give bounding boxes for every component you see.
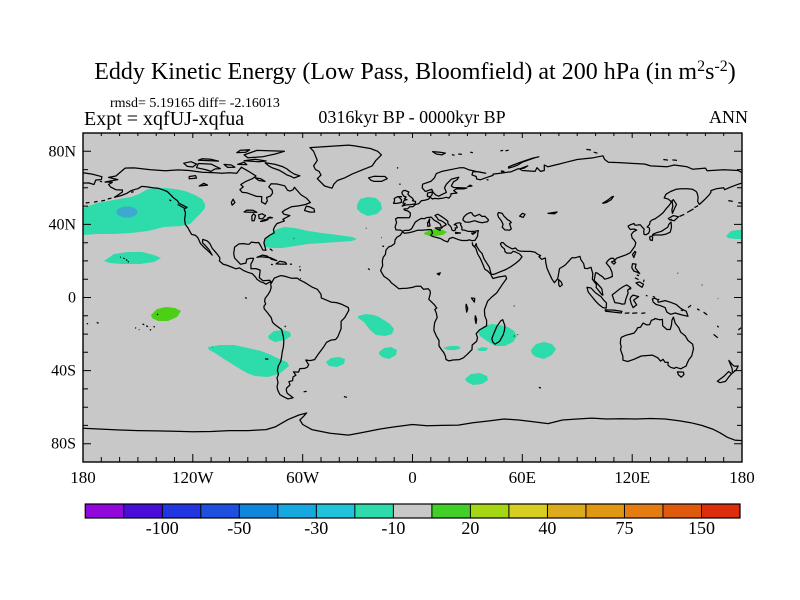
svg-text:40S: 40S [51, 363, 76, 380]
svg-text:0316kyr BP - 0000kyr BP: 0316kyr BP - 0000kyr BP [318, 107, 505, 127]
svg-text:-50: -50 [227, 518, 251, 538]
svg-text:80S: 80S [51, 436, 76, 453]
svg-text:0: 0 [68, 290, 76, 307]
svg-text:20: 20 [461, 518, 479, 538]
svg-text:60E: 60E [509, 468, 536, 487]
svg-text:150: 150 [688, 518, 715, 538]
svg-text:ANN: ANN [709, 107, 748, 127]
svg-text:-10: -10 [381, 518, 405, 538]
svg-text:40N: 40N [48, 216, 76, 233]
svg-text:-30: -30 [304, 518, 328, 538]
svg-text:0: 0 [408, 468, 417, 487]
svg-text:80N: 80N [48, 143, 76, 160]
svg-text:180: 180 [70, 468, 96, 487]
svg-text:120E: 120E [614, 468, 650, 487]
svg-text:Expt = xqfUJ-xqfua: Expt = xqfUJ-xqfua [84, 108, 244, 130]
svg-text:-100: -100 [146, 518, 179, 538]
svg-text:40: 40 [538, 518, 556, 538]
svg-text:rmsd= 5.19165 diff= -2.16013: rmsd= 5.19165 diff= -2.16013 [110, 96, 280, 111]
svg-text:120W: 120W [172, 468, 215, 487]
svg-text:Eddy Kinetic Energy (Low Pass,: Eddy Kinetic Energy (Low Pass, Bloomfiel… [94, 58, 735, 85]
svg-text:60W: 60W [286, 468, 320, 487]
svg-text:75: 75 [616, 518, 634, 538]
svg-text:180: 180 [729, 468, 755, 487]
